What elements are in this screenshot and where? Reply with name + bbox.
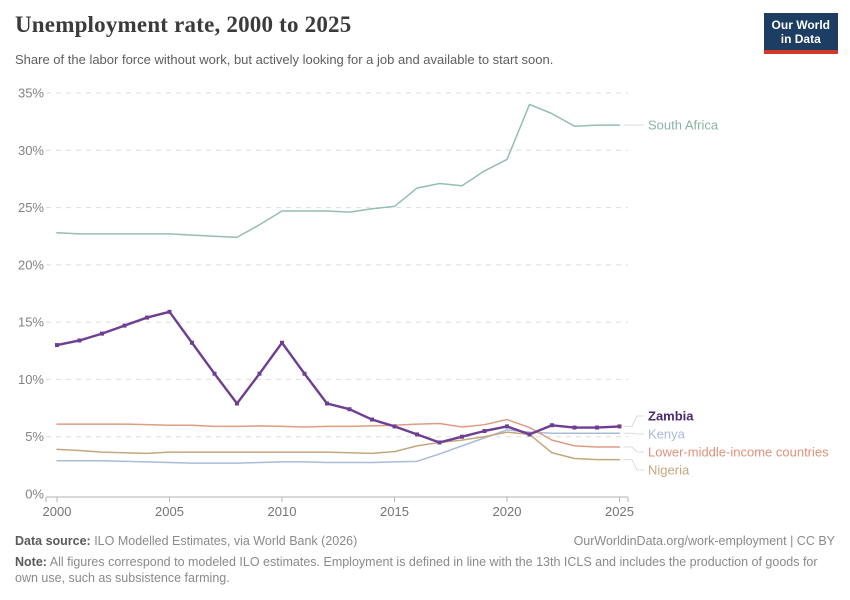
legend-label-nigeria[interactable]: Nigeria — [648, 463, 690, 478]
x-tick-label-2025: 2025 — [605, 504, 634, 519]
x-tick-label-2015: 2015 — [380, 504, 409, 519]
legend-label-lower-middle-income-countries[interactable]: Lower-middle-income countries — [648, 445, 829, 460]
legend-label-zambia[interactable]: Zambia — [648, 409, 694, 424]
owid-logo-line1: Our World — [771, 18, 830, 32]
series-marker-zambia-2001 — [77, 338, 82, 343]
legend-connector-nigeria — [623, 459, 644, 471]
legend-label-south-africa[interactable]: South Africa — [648, 118, 719, 133]
series-marker-zambia-2023 — [572, 425, 577, 430]
series-marker-zambia-2014 — [370, 417, 374, 422]
legend-connector-zambia — [623, 415, 644, 427]
y-tick-label-0: 0% — [25, 487, 44, 502]
legend-connector-lower-middle-income-countries — [623, 446, 644, 453]
data-source-line: Data source: ILO Modelled Estimates, via… — [15, 534, 357, 548]
series-marker-zambia-2013 — [347, 407, 352, 412]
series-marker-zambia-2008 — [235, 401, 239, 406]
y-tick-label-5: 5% — [25, 429, 44, 444]
legend-connector-kenya — [623, 432, 644, 435]
owid-link[interactable]: OurWorldinData.org/work-employment | CC … — [573, 534, 835, 548]
y-tick-label-20: 20% — [18, 257, 44, 272]
y-tick-label-15: 15% — [18, 315, 44, 330]
x-tick-label-2000: 2000 — [43, 504, 72, 519]
series-marker-zambia-2018 — [460, 434, 464, 439]
series-marker-zambia-2019 — [482, 428, 487, 433]
series-marker-zambia-2012 — [325, 401, 329, 406]
y-tick-label-35: 35% — [18, 86, 44, 101]
series-line-kenya[interactable] — [56, 429, 621, 464]
data-source-label: Data source: — [15, 534, 91, 548]
series-marker-zambia-2017 — [437, 440, 442, 445]
series-marker-zambia-2009 — [257, 371, 262, 376]
series-marker-zambia-2022 — [550, 423, 554, 428]
series-line-lower-middle-income-countries[interactable] — [56, 418, 621, 448]
x-tick-label-2010: 2010 — [268, 504, 297, 519]
x-tick-label-2005: 2005 — [155, 504, 184, 519]
x-tick-label-2020: 2020 — [493, 504, 522, 519]
note-text: All figures correspond to modeled ILO es… — [15, 555, 818, 585]
chart-subtitle: Share of the labor force without work, b… — [15, 52, 554, 67]
series-marker-zambia-2021 — [527, 432, 532, 437]
note-label: Note: — [15, 555, 47, 569]
series-line-zambia[interactable] — [55, 310, 621, 444]
page-title: Unemployment rate, 2000 to 2025 — [15, 12, 352, 37]
series-marker-zambia-2007 — [212, 371, 217, 376]
series-marker-zambia-2020 — [505, 424, 509, 429]
series-marker-zambia-2024 — [595, 425, 599, 430]
series-marker-zambia-2002 — [100, 331, 104, 336]
series-marker-zambia-2000 — [55, 343, 59, 348]
note-line: Note: All figures correspond to modeled … — [15, 554, 837, 586]
owid-logo-line2: in Data — [780, 32, 821, 46]
series-marker-zambia-2004 — [145, 315, 149, 320]
series-line-south-africa[interactable] — [56, 103, 621, 239]
owid-logo[interactable]: Our World in Data — [763, 13, 838, 54]
series-marker-zambia-2010 — [280, 340, 284, 345]
series-marker-zambia-2005 — [167, 309, 172, 314]
data-source-text: ILO Modelled Estimates, via World Bank (… — [90, 534, 358, 548]
series-marker-zambia-2011 — [302, 371, 307, 376]
y-tick-label-10: 10% — [18, 372, 44, 387]
series-marker-zambia-2016 — [415, 432, 419, 437]
y-tick-label-30: 30% — [18, 143, 44, 158]
legend-label-kenya[interactable]: Kenya — [648, 427, 686, 442]
series-marker-zambia-2025 — [617, 424, 622, 429]
series-marker-zambia-2015 — [392, 424, 397, 429]
series-marker-zambia-2003 — [122, 323, 127, 328]
y-tick-label-25: 25% — [18, 200, 44, 215]
series-marker-zambia-2006 — [190, 340, 194, 345]
